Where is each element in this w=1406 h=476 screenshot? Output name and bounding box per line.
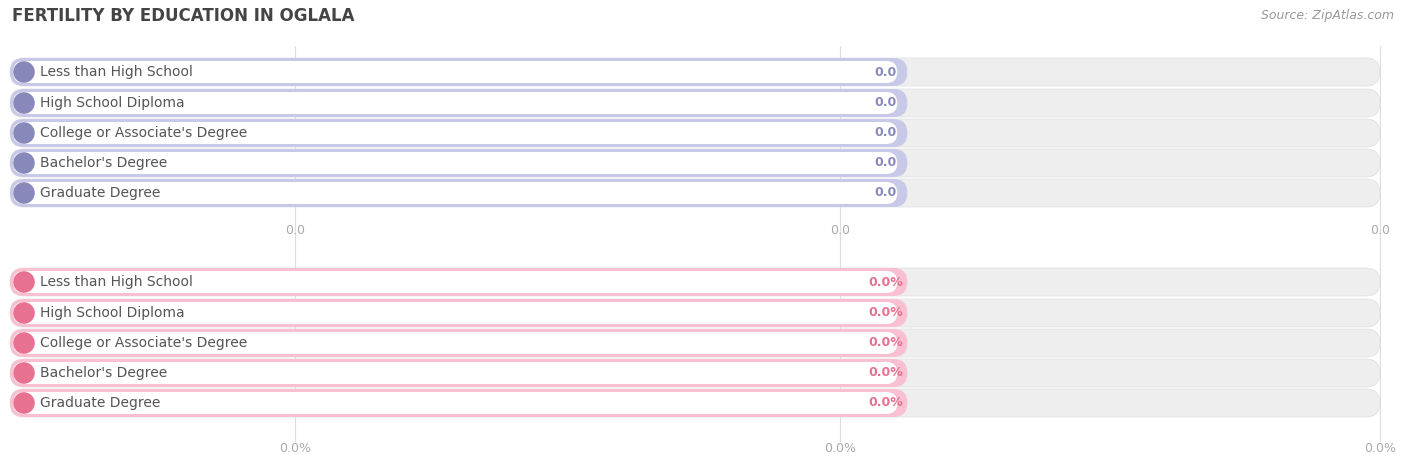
FancyBboxPatch shape: [10, 299, 907, 327]
FancyBboxPatch shape: [13, 182, 897, 204]
FancyBboxPatch shape: [10, 58, 907, 86]
FancyBboxPatch shape: [13, 122, 897, 144]
FancyBboxPatch shape: [10, 119, 1381, 147]
FancyBboxPatch shape: [10, 329, 1381, 357]
FancyBboxPatch shape: [13, 61, 897, 83]
Circle shape: [14, 62, 34, 82]
Text: High School Diploma: High School Diploma: [41, 96, 184, 110]
FancyBboxPatch shape: [10, 89, 1381, 117]
Text: 0.0%: 0.0%: [868, 276, 903, 288]
FancyBboxPatch shape: [10, 299, 1381, 327]
Text: 0.0%: 0.0%: [1364, 442, 1396, 455]
Text: Graduate Degree: Graduate Degree: [41, 186, 160, 200]
Text: 0.0%: 0.0%: [868, 367, 903, 379]
Text: College or Associate's Degree: College or Associate's Degree: [41, 336, 247, 350]
FancyBboxPatch shape: [10, 359, 1381, 387]
Text: Less than High School: Less than High School: [41, 275, 193, 289]
FancyBboxPatch shape: [10, 89, 907, 117]
Text: 0.0%: 0.0%: [868, 307, 903, 319]
Circle shape: [14, 153, 34, 173]
Text: 0.0: 0.0: [1369, 225, 1391, 238]
Text: Less than High School: Less than High School: [41, 65, 193, 79]
FancyBboxPatch shape: [13, 152, 897, 174]
Text: Bachelor's Degree: Bachelor's Degree: [41, 156, 167, 170]
Text: Bachelor's Degree: Bachelor's Degree: [41, 366, 167, 380]
FancyBboxPatch shape: [10, 329, 907, 357]
Circle shape: [14, 393, 34, 413]
FancyBboxPatch shape: [10, 389, 907, 417]
Text: 0.0%: 0.0%: [824, 442, 856, 455]
FancyBboxPatch shape: [10, 119, 907, 147]
Text: 0.0%: 0.0%: [868, 397, 903, 409]
Circle shape: [14, 183, 34, 203]
FancyBboxPatch shape: [10, 268, 1381, 296]
Text: High School Diploma: High School Diploma: [41, 306, 184, 320]
FancyBboxPatch shape: [13, 362, 897, 384]
FancyBboxPatch shape: [10, 179, 1381, 207]
Text: College or Associate's Degree: College or Associate's Degree: [41, 126, 247, 140]
FancyBboxPatch shape: [10, 268, 907, 296]
FancyBboxPatch shape: [13, 302, 897, 324]
Text: 0.0%: 0.0%: [278, 442, 311, 455]
FancyBboxPatch shape: [13, 92, 897, 114]
FancyBboxPatch shape: [13, 332, 897, 354]
Text: Graduate Degree: Graduate Degree: [41, 396, 160, 410]
Circle shape: [14, 333, 34, 353]
Circle shape: [14, 123, 34, 143]
Text: 0.0: 0.0: [875, 127, 897, 139]
Text: 0.0: 0.0: [285, 225, 305, 238]
Circle shape: [14, 272, 34, 292]
Text: 0.0: 0.0: [875, 187, 897, 199]
Circle shape: [14, 363, 34, 383]
FancyBboxPatch shape: [13, 271, 897, 293]
FancyBboxPatch shape: [10, 58, 1381, 86]
Text: FERTILITY BY EDUCATION IN OGLALA: FERTILITY BY EDUCATION IN OGLALA: [13, 7, 354, 25]
Text: 0.0%: 0.0%: [868, 337, 903, 349]
Text: 0.0: 0.0: [875, 97, 897, 109]
Text: 0.0: 0.0: [830, 225, 851, 238]
FancyBboxPatch shape: [13, 392, 897, 414]
Text: Source: ZipAtlas.com: Source: ZipAtlas.com: [1261, 10, 1393, 22]
Circle shape: [14, 303, 34, 323]
Text: 0.0: 0.0: [875, 157, 897, 169]
FancyBboxPatch shape: [10, 389, 1381, 417]
FancyBboxPatch shape: [10, 359, 907, 387]
FancyBboxPatch shape: [10, 149, 907, 177]
Text: 0.0: 0.0: [875, 66, 897, 79]
Circle shape: [14, 93, 34, 113]
FancyBboxPatch shape: [10, 149, 1381, 177]
FancyBboxPatch shape: [10, 179, 907, 207]
